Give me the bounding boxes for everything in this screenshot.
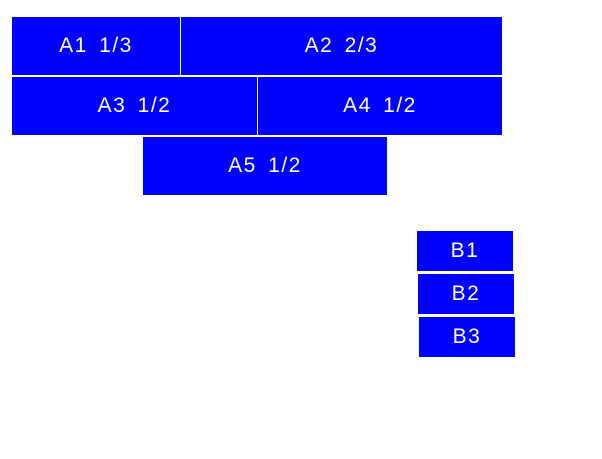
box-a4-label: A4 1/2 (343, 94, 417, 117)
box-b1: B1 (417, 231, 513, 271)
box-a3: A3 1/2 (12, 77, 257, 135)
box-a3-label: A3 1/2 (97, 94, 172, 117)
box-a5: A5 1/2 (143, 137, 387, 195)
box-b2: B2 (418, 274, 514, 314)
box-b1-label: B1 (450, 239, 480, 262)
box-a4: A4 1/2 (258, 77, 502, 135)
box-a2: A2 2/3 (181, 17, 502, 75)
box-b3-label: B3 (452, 325, 482, 348)
box-a1-label: A1 1/3 (59, 34, 133, 57)
box-a1: A1 1/3 (12, 17, 180, 75)
box-b2-label: B2 (451, 282, 481, 305)
box-b3: B3 (419, 317, 515, 357)
box-a5-label: A5 1/2 (228, 154, 302, 177)
box-a2-label: A2 2/3 (304, 34, 379, 57)
